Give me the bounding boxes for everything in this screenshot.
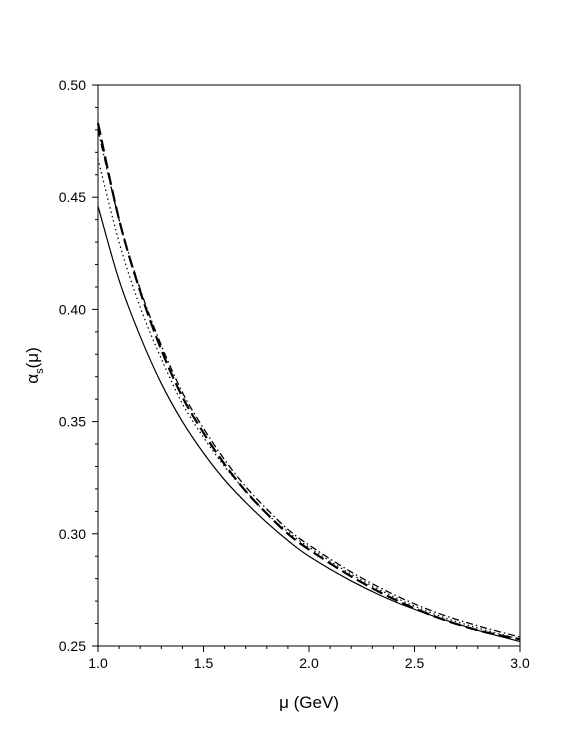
series-line-dash-dot xyxy=(97,129,521,638)
x-axis-title: μ (GeV) xyxy=(279,693,339,712)
x-tick-label: 1.5 xyxy=(194,655,214,671)
y-axis-title-main: α xyxy=(23,374,42,384)
y-tick-label: 0.50 xyxy=(59,77,86,93)
ticks-layer: 1.0 1.5 2.0 2.5 3.0 0.25 0.30 0.35 0.40 0.45 0.50 xyxy=(59,77,530,671)
y-axis-title: αs(μ) xyxy=(23,347,46,383)
y-tick-label: 0.35 xyxy=(59,414,86,430)
y-tick-label: 0.45 xyxy=(59,189,86,205)
x-tick-label: 3.0 xyxy=(510,655,530,671)
series-line-dashed xyxy=(96,122,521,641)
series-layer xyxy=(96,122,521,643)
plot-frame xyxy=(97,84,521,647)
y-tick-label: 0.40 xyxy=(59,301,86,317)
series-line-solid xyxy=(97,206,521,643)
y-tick-label: 0.25 xyxy=(59,638,86,654)
x-tick-label: 1.0 xyxy=(88,655,108,671)
y-axis-title-sub: s xyxy=(34,368,46,374)
x-tick-label: 2.5 xyxy=(405,655,425,671)
y-tick-label: 0.30 xyxy=(59,526,86,542)
x-tick-label: 2.0 xyxy=(299,655,319,671)
series-line-dotted xyxy=(97,158,521,640)
y-axis-title-tail: (μ) xyxy=(23,347,42,368)
